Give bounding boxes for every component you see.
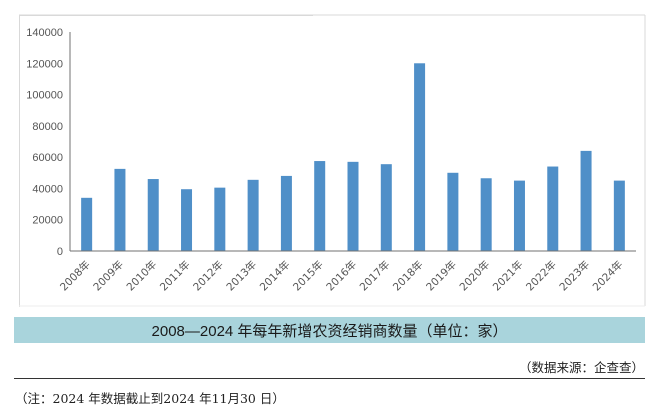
x-tick-label: 2014年 — [257, 258, 293, 294]
x-tick-label: 2020年 — [457, 258, 493, 294]
footnote: （注：2024 年数据截止到2024 年11月30 日） — [15, 391, 285, 406]
y-tick-label: 20000 — [32, 215, 63, 227]
x-tick-label: 2015年 — [290, 258, 326, 294]
y-tick-label: 80000 — [32, 121, 63, 133]
bar — [580, 150, 592, 251]
bar — [414, 63, 426, 252]
x-tick-label: 2009年 — [91, 258, 127, 294]
x-tick-label: 2012年 — [190, 258, 226, 294]
y-tick-label: 140000 — [26, 27, 63, 39]
caption-title-bar: 2008—2024 年每年新增农资经销商数量（单位：家） — [14, 317, 645, 343]
divider — [14, 378, 645, 379]
bar — [314, 161, 326, 251]
bar — [81, 197, 93, 251]
x-tick-label: 2017年 — [357, 258, 393, 294]
x-tick-label: 2021年 — [490, 258, 526, 294]
bar — [547, 166, 559, 251]
bar — [247, 179, 259, 251]
x-tick-label: 2011年 — [157, 258, 193, 294]
x-tick-label: 2013年 — [224, 258, 260, 294]
x-tick-label: 2016年 — [324, 258, 360, 294]
bar — [380, 164, 392, 251]
bar — [480, 178, 492, 251]
x-tick-label: 2010年 — [124, 258, 160, 294]
bar — [280, 175, 292, 251]
bar — [214, 187, 226, 251]
bar — [447, 172, 459, 251]
bar — [181, 189, 193, 251]
bar — [114, 168, 126, 251]
x-tick-label: 2024年 — [590, 258, 626, 294]
bar — [147, 179, 159, 251]
y-tick-label: 120000 — [26, 58, 63, 70]
x-tick-label: 2008年 — [57, 258, 93, 294]
y-tick-label: 100000 — [26, 90, 63, 102]
x-tick-label: 2022年 — [523, 258, 559, 294]
y-tick-label: 0 — [57, 246, 63, 258]
chart-title: 2008—2024 年每年新增农资经销商数量（单位：家） — [151, 322, 508, 340]
x-tick-label: 2023年 — [557, 258, 593, 294]
data-source: （数据来源：企查查） — [518, 360, 644, 375]
x-tick-label: 2018年 — [390, 258, 426, 294]
y-tick-label: 40000 — [32, 183, 63, 195]
bar — [613, 180, 625, 251]
x-tick-label: 2019年 — [423, 258, 459, 294]
bar-chart: 0 20000 40000 60000 80000 100000 120000 140000 2… — [19, 14, 646, 307]
y-tick-label: 60000 — [32, 152, 63, 164]
bar — [513, 180, 525, 251]
bar — [347, 161, 359, 251]
